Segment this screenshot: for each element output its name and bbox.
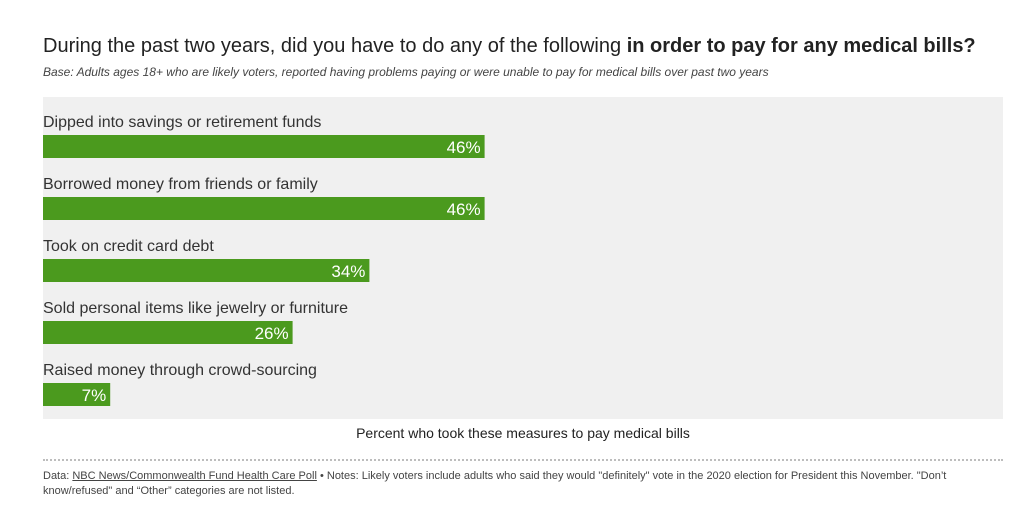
data-source-link[interactable]: NBC News/Commonwealth Fund Health Care P… bbox=[72, 470, 317, 482]
bar-value-label: 34% bbox=[331, 262, 365, 281]
category-label: Borrowed money from friends or family bbox=[43, 176, 318, 193]
chart-subtitle: Base: Adults ages 18+ who are likely vot… bbox=[43, 65, 769, 79]
footnote: Data: NBC News/Commonwealth Fund Health … bbox=[43, 469, 993, 499]
footer-divider bbox=[43, 459, 1003, 461]
bar-value-label: 46% bbox=[447, 138, 481, 157]
category-label: Dipped into savings or retirement funds bbox=[43, 114, 321, 131]
bar bbox=[43, 135, 485, 158]
data-prefix: Data: bbox=[43, 470, 73, 482]
category-label: Sold personal items like jewelry or furn… bbox=[43, 300, 348, 317]
bar-value-label: 7% bbox=[82, 386, 107, 405]
bar bbox=[43, 259, 370, 282]
chart-title: During the past two years, did you have … bbox=[43, 33, 1003, 59]
bar-value-label: 46% bbox=[447, 200, 481, 219]
category-label: Raised money through crowd-sourcing bbox=[43, 362, 317, 379]
title-bold: in order to pay for any medical bills? bbox=[626, 35, 976, 57]
bar bbox=[43, 197, 485, 220]
category-label: Took on credit card debt bbox=[43, 238, 214, 255]
x-axis-label: Percent who took these measures to pay m… bbox=[356, 425, 690, 441]
bar bbox=[43, 321, 293, 344]
bar bbox=[43, 383, 111, 406]
title-plain: During the past two years, did you have … bbox=[43, 35, 627, 57]
footnote-notes: • Notes: Likely voters include adults wh… bbox=[43, 470, 947, 497]
bar-value-label: 26% bbox=[255, 324, 289, 343]
